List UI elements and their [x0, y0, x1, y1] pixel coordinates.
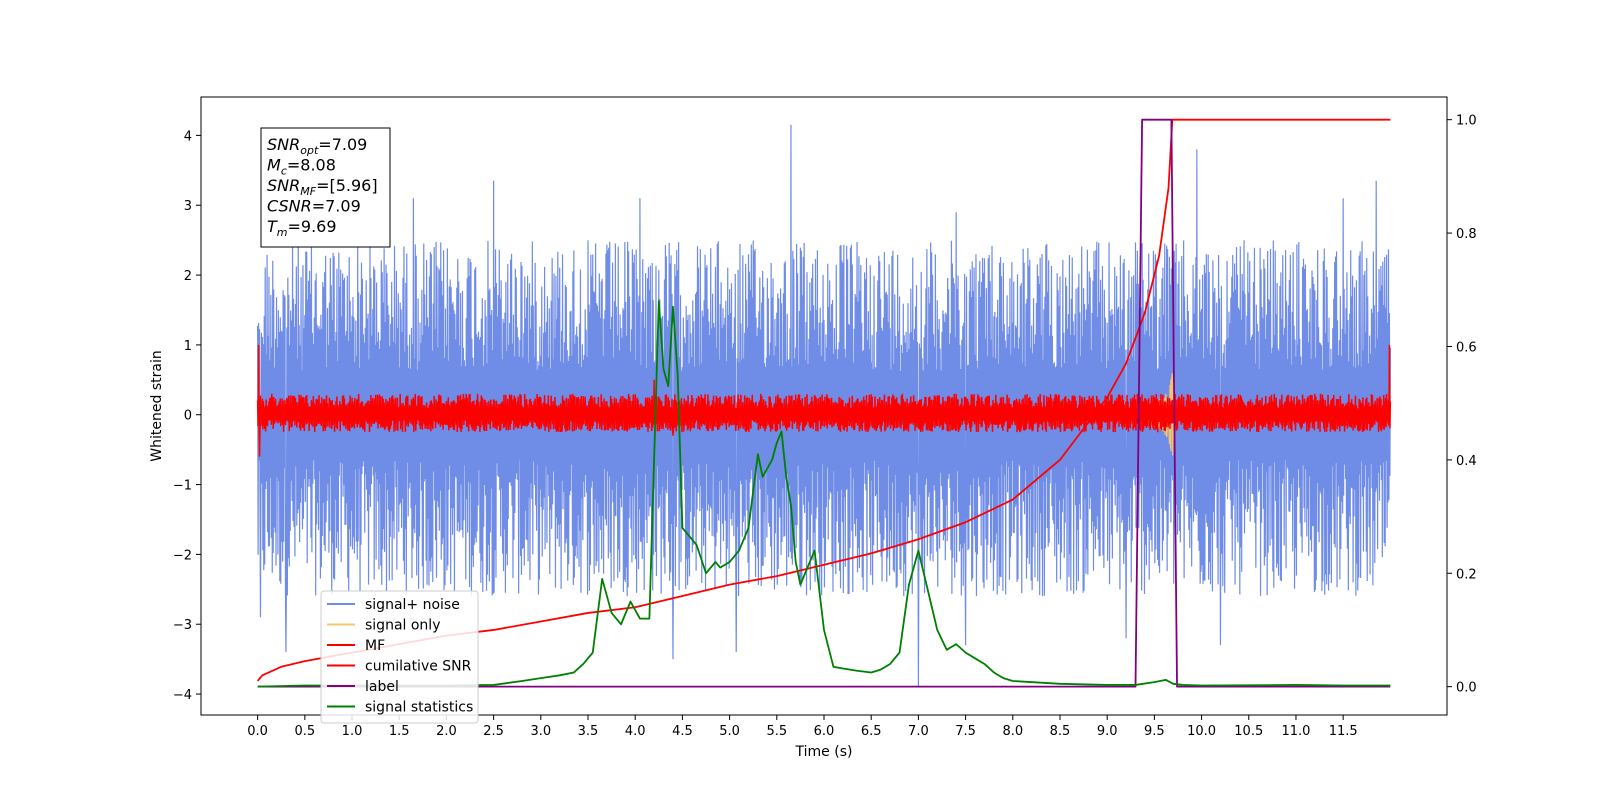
x-tick-label: 1.0: [342, 724, 363, 739]
x-tick-label: 11.0: [1281, 724, 1310, 739]
y-left-tick-label: 4: [184, 129, 192, 144]
y-left-tick-label: 1: [184, 339, 192, 354]
y-right-tick-label: 0.8: [1456, 227, 1477, 242]
legend-label: signal+ noise: [365, 597, 460, 613]
series-line-signal-statistics: [257, 300, 1391, 688]
y-left-tick-label: 2: [184, 269, 192, 284]
y-left-tick-label: 3: [184, 199, 192, 214]
legend-label: MF: [365, 638, 385, 654]
annotation-subscript: c: [281, 165, 287, 178]
x-tick-label: 4.0: [625, 724, 646, 739]
x-tick-label: 6.5: [861, 724, 882, 739]
annotation-value: =9.69: [288, 217, 337, 236]
annotation-value: =[5.96]: [316, 176, 378, 195]
annotation-subscript: MF: [300, 185, 316, 198]
annotation-line: CSNR=7.09: [267, 197, 361, 216]
x-tick-label: 7.0: [908, 724, 929, 739]
y-right-tick-label: 0.6: [1456, 340, 1477, 355]
annotation-symbol: SNR: [267, 176, 300, 195]
x-tick-label: 9.5: [1144, 724, 1165, 739]
y-left-tick-label: −3: [173, 618, 192, 633]
y-right-tick-label: 0.0: [1456, 681, 1477, 696]
y-axis-right: 0.0 0.2 0.4 0.6 0.8 1.0: [1447, 114, 1477, 696]
annotation-line: SNRMF=[5.96]: [267, 176, 378, 198]
x-tick-label: 2.0: [436, 724, 457, 739]
series-line-signal-noise: [257, 124, 1391, 688]
annotation-symbol: SNR: [267, 135, 300, 154]
x-tick-label: 1.5: [389, 724, 410, 739]
annotation-value: =7.09: [318, 135, 367, 154]
annotation-value: =7.09: [312, 197, 361, 216]
x-tick-label: 6.0: [814, 724, 835, 739]
x-tick-label: 0.5: [294, 724, 315, 739]
x-tick-label: 10.0: [1187, 724, 1216, 739]
legend-label: signal statistics: [365, 700, 473, 716]
x-tick-label: 8.5: [1050, 724, 1071, 739]
y-right-tick-label: 0.4: [1456, 454, 1477, 469]
x-tick-label: 3.5: [578, 724, 599, 739]
x-tick-label: 10.5: [1234, 724, 1263, 739]
y-left-tick-label: −1: [173, 479, 192, 494]
annotation-symbol: M: [267, 156, 281, 175]
legend-label: signal only: [365, 618, 440, 634]
x-tick-label: 9.0: [1097, 724, 1118, 739]
x-tick-label: 7.5: [955, 724, 976, 739]
y-right-tick-label: 0.2: [1456, 567, 1477, 582]
legend: signal+ noise signal only MF cumilative SNR…: [320, 590, 479, 724]
x-tick-label: 11.5: [1329, 724, 1358, 739]
x-tick-label: 4.5: [672, 724, 693, 739]
y-left-tick-label: −2: [173, 548, 192, 563]
x-axis: 0.0 0.5 1.0 1.5 2.0 2.5 3.0 3.5 4.0 4.5 5.0 5.5 6.0 6…: [247, 715, 1358, 739]
x-tick-label: 0.0: [247, 724, 268, 739]
annotation-symbol: T: [267, 217, 278, 236]
legend-label: label: [365, 679, 399, 695]
x-axis-label: Time (s): [795, 744, 853, 760]
y-axis-label: Whitened strain: [149, 350, 165, 461]
series-line-label: [257, 118, 1391, 688]
y-right-tick-label: 1.0: [1456, 114, 1477, 129]
annotation-subscript: m: [277, 226, 288, 239]
series-line-mf: [256, 344, 1392, 457]
annotation-frame: [260, 127, 391, 248]
x-tick-label: 3.0: [530, 724, 551, 739]
legend-frame: [320, 590, 479, 724]
annotation-value: =8.08: [287, 156, 336, 175]
y-left-tick-label: −4: [173, 688, 192, 703]
stats-annotation-box: SNRopt=7.09Mc=8.08SNRMF=[5.96]CSNR=7.09T…: [260, 127, 391, 248]
annotation-symbol: CSNR: [267, 197, 312, 216]
x-tick-label: 5.5: [766, 724, 787, 739]
x-tick-label: 2.5: [483, 724, 504, 739]
y-axis-left: −4 −3 −2 −1 0 1 2 3 4: [173, 129, 201, 703]
annotation-line: Tm=9.69: [267, 217, 337, 239]
annotation-line: Mc=8.08: [267, 156, 336, 178]
x-tick-label: 8.0: [1002, 724, 1023, 739]
y-left-tick-label: 0: [184, 409, 192, 424]
x-tick-label: 5.0: [719, 724, 740, 739]
legend-label: cumilative SNR: [365, 659, 472, 675]
annotation-subscript: opt: [300, 144, 319, 157]
annotation-line: SNRopt=7.09: [267, 135, 367, 157]
